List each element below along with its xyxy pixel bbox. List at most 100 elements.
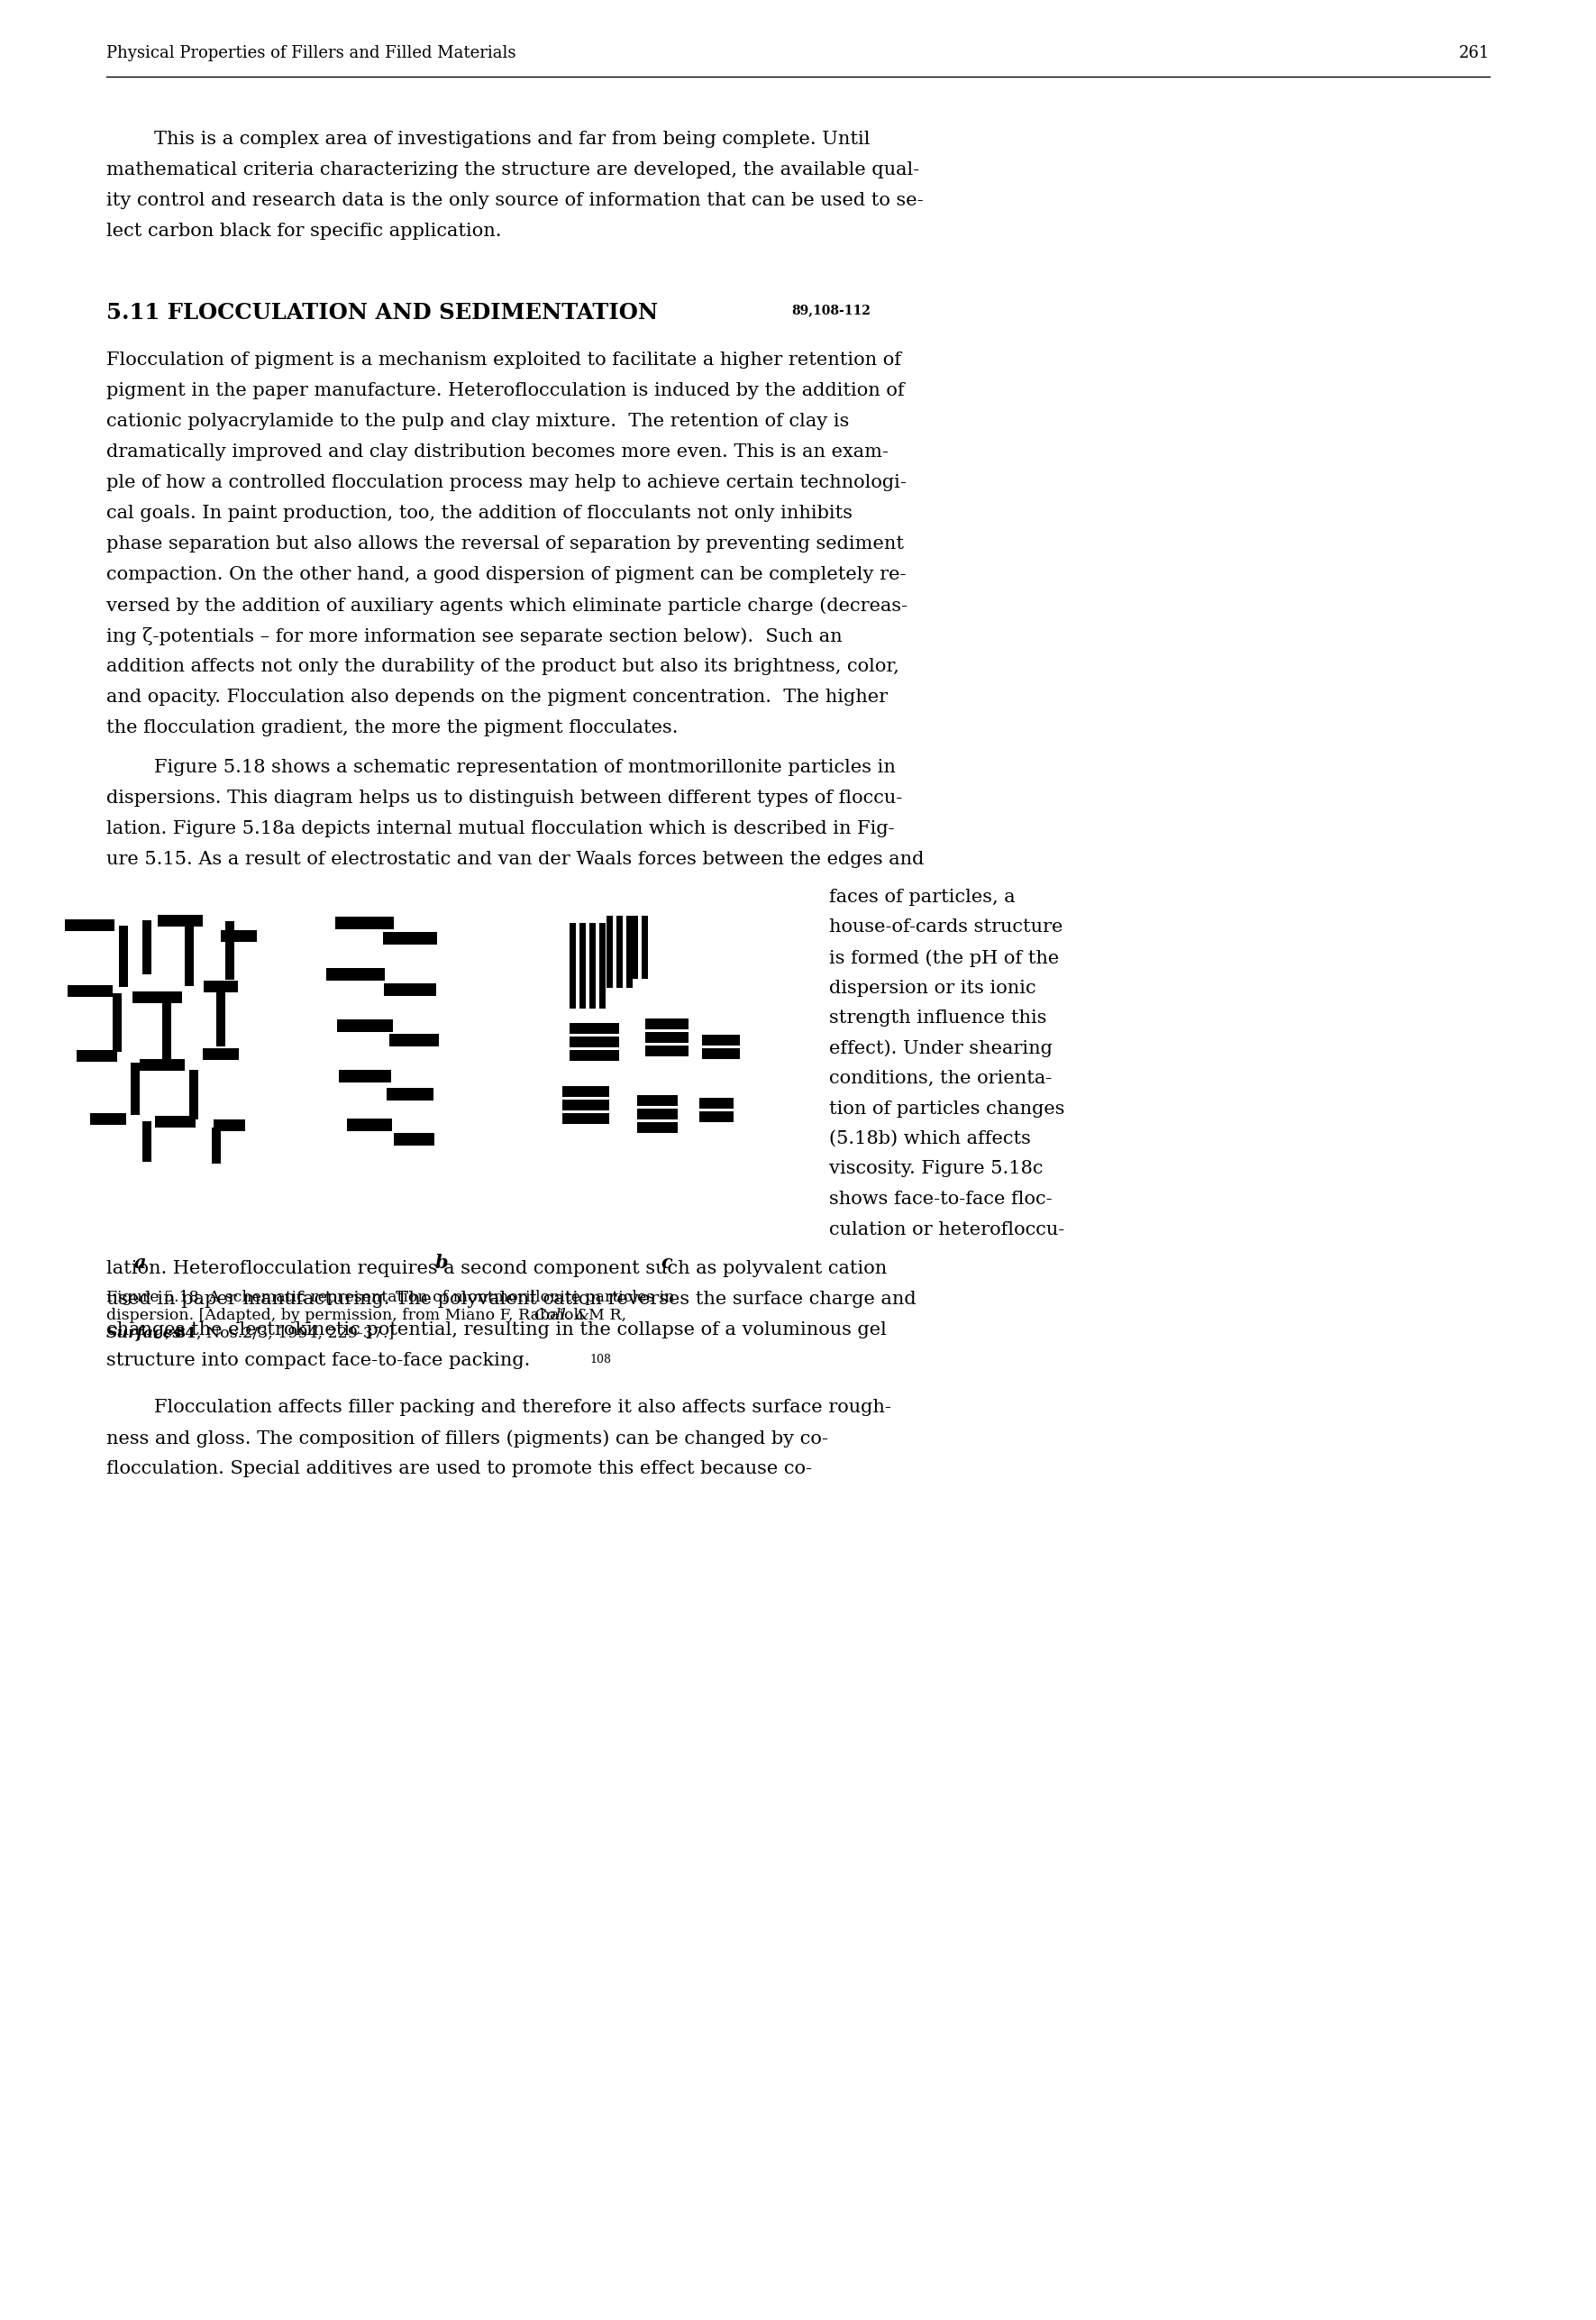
Bar [598, 923, 605, 1009]
Text: ure 5.15. As a result of electrostatic and van der Waals forces between the edge: ure 5.15. As a result of electrostatic a… [107, 851, 924, 868]
Bar [627, 916, 634, 988]
Bar [645, 1018, 688, 1030]
Text: 261: 261 [1459, 44, 1489, 60]
Bar [618, 916, 622, 988]
Bar [570, 1037, 619, 1046]
Bar [142, 921, 152, 974]
Text: pigment in the paper manufacture. Heteroflocculation is induced by the addition : pigment in the paper manufacture. Hetero… [107, 383, 905, 399]
Bar [570, 923, 576, 1009]
Text: Figure 5.18, A schematic representation of montmorillonite particles in: Figure 5.18, A schematic representation … [107, 1290, 675, 1306]
Bar [699, 1097, 734, 1109]
Text: viscosity. Figure 5.18c: viscosity. Figure 5.18c [828, 1160, 1044, 1179]
Bar [204, 979, 238, 993]
Text: culation or heterofloccu-: culation or heterofloccu- [828, 1220, 1065, 1239]
Text: dispersion or its ionic: dispersion or its ionic [828, 979, 1036, 995]
Text: mathematical criteria characterizing the structure are developed, the available : mathematical criteria characterizing the… [107, 162, 919, 179]
Bar [642, 916, 648, 979]
Text: the flocculation gradient, the more the pigment flocculates.: the flocculation gradient, the more the … [107, 719, 678, 735]
Bar [699, 1111, 734, 1121]
Bar [142, 1121, 152, 1162]
Bar [385, 984, 436, 995]
Text: versed by the addition of auxiliary agents which eliminate particle charge (decr: versed by the addition of auxiliary agen… [107, 596, 908, 615]
Bar [570, 1023, 619, 1035]
Bar [67, 984, 113, 995]
Text: c: c [661, 1255, 672, 1271]
Bar [562, 1100, 610, 1111]
Bar [637, 1123, 678, 1132]
Bar [77, 1049, 118, 1060]
Bar [225, 921, 235, 979]
Text: ,: , [164, 1327, 176, 1341]
Text: 84: 84 [174, 1327, 196, 1341]
Text: compaction. On the other hand, a good dispersion of pigment can be completely re: compaction. On the other hand, a good di… [107, 566, 907, 582]
Text: , Nos.2/3, 1994, 229-37.]: , Nos.2/3, 1994, 229-37.] [196, 1327, 394, 1341]
Text: strength influence this: strength influence this [828, 1009, 1047, 1028]
Text: house-of-cards structure: house-of-cards structure [828, 919, 1063, 935]
Bar [337, 1018, 393, 1032]
Bar [389, 1035, 439, 1046]
Text: addition affects not only the durability of the product but also its brightness,: addition affects not only the durability… [107, 659, 899, 675]
Bar [335, 916, 394, 930]
Bar [562, 1114, 610, 1123]
Bar [185, 919, 193, 986]
Text: tion of particles changes: tion of particles changes [828, 1100, 1065, 1118]
Bar [158, 914, 203, 926]
Text: (5.18b) which affects: (5.18b) which affects [828, 1130, 1031, 1148]
Bar [163, 995, 171, 1060]
Bar [645, 1046, 688, 1056]
Text: flocculation. Special additives are used to promote this effect because co-: flocculation. Special additives are used… [107, 1459, 812, 1478]
Bar [562, 1086, 610, 1097]
Text: 5.11 FLOCCULATION AND SEDIMENTATION: 5.11 FLOCCULATION AND SEDIMENTATION [107, 302, 658, 322]
Text: cationic polyacrylamide to the pulp and clay mixture.  The retention of clay is: cationic polyacrylamide to the pulp and … [107, 413, 849, 429]
Text: faces of particles, a: faces of particles, a [828, 889, 1015, 905]
Text: lect carbon black for specific application.: lect carbon black for specific applicati… [107, 223, 501, 239]
Bar [632, 916, 638, 979]
Bar [220, 930, 257, 942]
Text: Coll. &: Coll. & [535, 1308, 589, 1322]
Bar [217, 993, 225, 1046]
Bar [131, 1063, 140, 1116]
Text: lation. Heteroflocculation requires a second component such as polyvalent cation: lation. Heteroflocculation requires a se… [107, 1260, 887, 1278]
Bar [645, 1032, 688, 1042]
Text: 108: 108 [589, 1355, 611, 1366]
Text: dispersions. This diagram helps us to distinguish between different types of flo: dispersions. This diagram helps us to di… [107, 789, 902, 807]
Bar [140, 1058, 185, 1070]
Text: a: a [134, 1255, 145, 1271]
Bar [113, 993, 121, 1051]
Text: structure into compact face-to-face packing.: structure into compact face-to-face pack… [107, 1353, 530, 1369]
Bar [132, 991, 182, 1002]
Text: This is a complex area of investigations and far from being complete. Until: This is a complex area of investigations… [107, 130, 870, 148]
Bar [212, 1128, 220, 1165]
Bar [606, 916, 613, 988]
Text: is formed (the pH of the: is formed (the pH of the [828, 949, 1060, 967]
Text: Figure 5.18 shows a schematic representation of montmorillonite particles in: Figure 5.18 shows a schematic representa… [107, 759, 895, 775]
Text: Surfaces: Surfaces [107, 1327, 182, 1341]
Bar [120, 926, 128, 986]
Bar [190, 1070, 198, 1118]
Bar [327, 967, 385, 981]
Bar [589, 923, 595, 1009]
Bar [155, 1116, 196, 1128]
Text: changes the electrokinetic potential, resulting in the collapse of a voluminous : changes the electrokinetic potential, re… [107, 1322, 887, 1339]
Text: ity control and research data is the only source of information that can be used: ity control and research data is the onl… [107, 193, 924, 209]
Text: phase separation but also allows the reversal of separation by preventing sedime: phase separation but also allows the rev… [107, 536, 903, 552]
Bar [65, 919, 115, 930]
Text: ing ζ-potentials – for more information see separate section below).  Such an: ing ζ-potentials – for more information … [107, 626, 843, 645]
Bar [570, 1051, 619, 1060]
Bar [637, 1095, 678, 1107]
Bar [89, 1114, 126, 1125]
Text: b: b [436, 1255, 448, 1271]
Text: and opacity. Flocculation also depends on the pigment concentration.  The higher: and opacity. Flocculation also depends o… [107, 689, 887, 705]
Bar [214, 1118, 246, 1130]
Text: ple of how a controlled flocculation process may help to achieve certain technol: ple of how a controlled flocculation pro… [107, 473, 907, 492]
Bar [338, 1070, 391, 1083]
Bar [394, 1132, 434, 1146]
Text: lation. Figure 5.18a depicts internal mutual flocculation which is described in : lation. Figure 5.18a depicts internal mu… [107, 821, 894, 838]
Text: used in paper manufacturing. The polyvalent cation reverses the surface charge a: used in paper manufacturing. The polyval… [107, 1290, 916, 1308]
Bar [579, 923, 586, 1009]
Text: dramatically improved and clay distribution becomes more even. This is an exam-: dramatically improved and clay distribut… [107, 443, 889, 462]
Bar [702, 1035, 741, 1044]
Text: ness and gloss. The composition of fillers (pigments) can be changed by co-: ness and gloss. The composition of fille… [107, 1429, 828, 1448]
Bar [637, 1109, 678, 1121]
Bar [383, 933, 437, 944]
